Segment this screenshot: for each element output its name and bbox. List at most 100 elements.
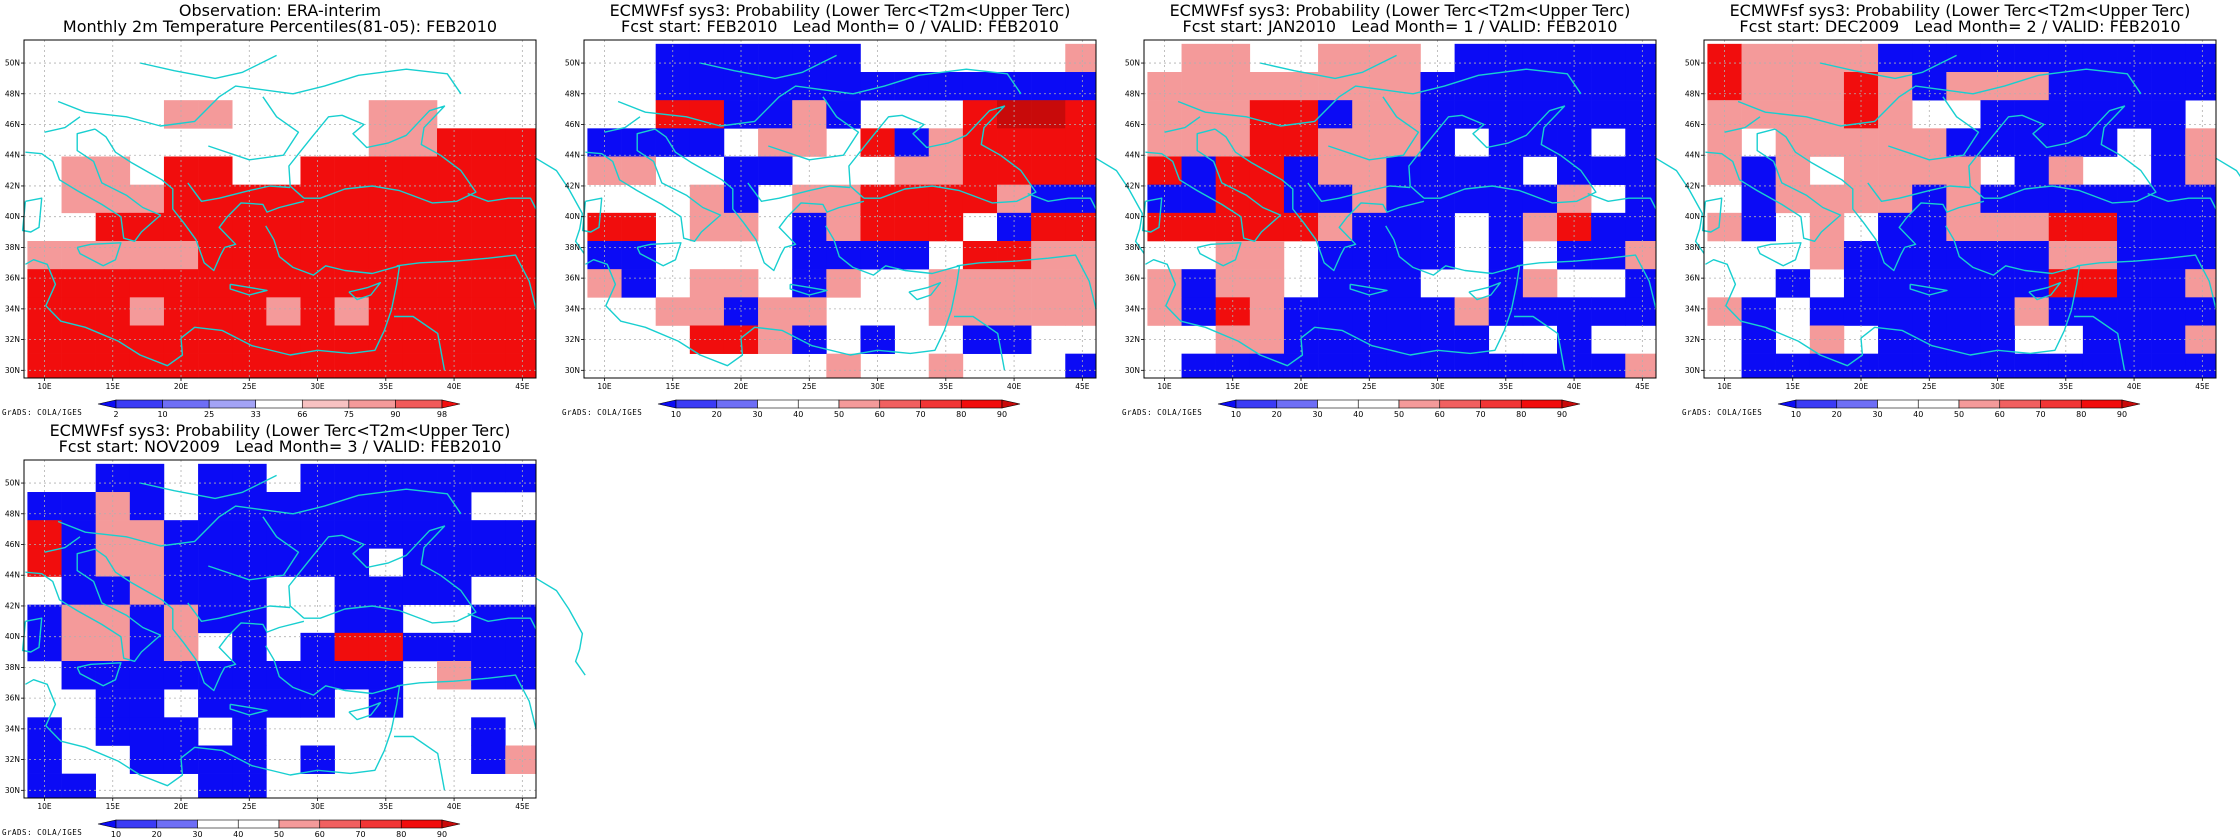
coastline [208,516,300,581]
lon-tick-label: 30E [1430,382,1445,391]
grid-cell [860,128,895,157]
grid-cell [1454,297,1490,326]
grid-cell [1065,72,1097,101]
grid-cell [505,128,537,157]
grid-cell [61,632,96,662]
panel-title: ECMWFsf sys3: Probability (Lower Terc<T2… [49,421,511,440]
grid-cell [1249,241,1285,270]
lat-tick-label: 42N [565,181,580,190]
grid-cell [1843,184,1879,214]
colorbar-segment [1439,399,1481,409]
grid-cell [2151,269,2186,298]
coastline [1909,283,1948,296]
grid-cell [334,353,370,379]
coastline [1468,282,1502,301]
grid-cell [1775,184,1811,214]
coastline [21,197,43,233]
lon-tick-label: 15E [106,382,121,391]
lon-tick-label: 25E [1922,382,1937,391]
grid-cell [61,184,96,214]
grid-cell [1809,184,1845,214]
grid-cell [1215,269,1251,298]
colorbar-segment [278,819,321,829]
grid-cell [1318,353,1353,379]
grid-cell [1591,43,1626,73]
grid-cell [232,548,267,577]
lat-tick-label: 38N [1685,243,1700,252]
grid-cell [61,492,96,521]
grid-cell [758,100,793,129]
grid-cell [792,43,827,73]
grid-cell [2117,212,2152,242]
colorbar-segment [675,399,718,409]
grid-cell [95,632,131,662]
colorbar-segment [716,399,758,409]
grid-cell [2151,156,2186,185]
grid-cell [723,184,759,214]
colorbar-segment [301,399,350,409]
grid-cell [1386,269,1421,298]
map-frame [583,39,1097,379]
coastline [1307,182,1411,202]
grid-cell [300,632,335,662]
grid-cell [232,520,267,549]
colorbar-label: 20 [152,830,162,839]
grid-cell [1181,72,1216,101]
grid-cell [437,548,472,577]
coastline [1705,128,1842,242]
colorbar-segment [115,819,158,829]
grid-cell [1912,43,1947,73]
colorbar-label: 10 [671,410,681,419]
grid-cell [1946,72,1981,101]
grid-cell [962,241,998,270]
grid-cell [1809,43,1845,73]
grid-cell [1147,128,1182,157]
lat-tick-label: 40N [1685,212,1700,221]
grid-cell [2151,100,2186,129]
lon-tick-label: 10E [37,382,52,391]
grid-cell [1878,353,1913,379]
coastline [1867,182,1971,202]
lon-tick-label: 10E [1157,382,1172,391]
grid-cell [1625,269,1657,298]
grid-cell [2082,212,2118,242]
coastline [1385,225,1521,355]
coastline [789,283,828,296]
coastline [1705,259,1998,367]
grid-cell [437,463,472,493]
grid-cell [61,604,96,634]
grid-cell [1878,43,1913,73]
lon-tick-label: 45E [2195,382,2210,391]
grid-cell [505,463,537,493]
grid-cell [471,632,506,662]
lat-tick-label: 50N [565,59,580,68]
grid-cell [689,72,725,101]
coastline [229,703,268,716]
grid-cell [1249,184,1285,214]
grid-cell [1454,184,1490,214]
grid-cell [129,520,165,549]
colorbar-segment [797,399,840,409]
lat-tick-label: 36N [565,274,580,283]
grid-cell [437,212,472,242]
coastline [288,525,477,624]
grid-cell [1741,212,1776,242]
grid-cell [402,492,438,521]
grid-cell [2185,212,2217,242]
grid-cell [1878,269,1913,298]
map-plot: 50N 48N 46N 44N 42N 40N 38N 36N 34N 32N 30N 10E 15E 2… [5,39,586,419]
grid-cell [505,548,537,577]
grid-cell [437,184,472,214]
colorbar-label: 90 [1557,410,1567,419]
grid-cell [1065,184,1097,214]
grid-cell [1147,100,1182,129]
grid-cell [2048,100,2084,129]
grid-cell [826,184,861,214]
panel-forecast-lead-1: ECMWFsf sys3: Probability (Lower Terc<T2… [1120,0,1706,420]
grid-cell [1488,43,1524,73]
lon-tick-label: 30E [870,382,885,391]
grid-cell [129,297,165,326]
grid-cell [1215,212,1251,242]
coastline [187,602,291,622]
coastline [1888,96,1980,161]
